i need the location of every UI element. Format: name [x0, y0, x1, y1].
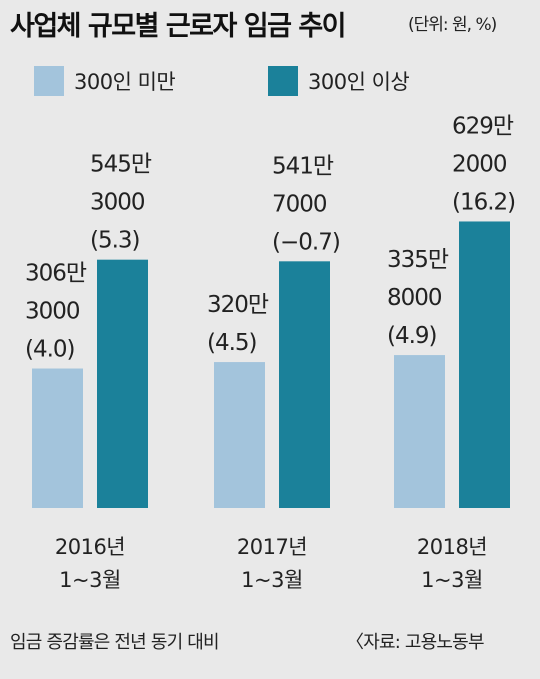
footer-note: 임금 증감률은 전년 동기 대비: [10, 632, 220, 653]
data-label-small-3-3: (4.9): [387, 323, 437, 349]
bar-large-2: [279, 261, 330, 508]
bar-large-3: [459, 221, 510, 509]
bar-large-1: [97, 259, 148, 508]
data-label-large-1-2: 3000: [90, 190, 145, 216]
category-label-1-2: 1~3월: [59, 568, 121, 592]
category-label-3-2: 1~3월: [421, 568, 483, 592]
legend-label-small: 300인 미만: [74, 70, 176, 94]
category-label-2-1: 2017년: [237, 535, 307, 559]
bar-small-1: [32, 368, 83, 508]
data-label-large-2-1: 541만: [272, 153, 334, 179]
data-label-small-2-2: (4.5): [207, 330, 257, 356]
data-label-small-2-1: 320만: [207, 292, 269, 318]
unit-label: (단위: 원, %): [408, 15, 497, 35]
legend-swatch-large: [268, 66, 298, 96]
category-label-3-1: 2018년: [417, 535, 487, 559]
bar-small-2: [214, 362, 265, 508]
data-label-small-1-1: 306만: [25, 261, 87, 287]
category-label-2-2: 1~3월: [241, 568, 303, 592]
data-label-small-3-1: 335만: [387, 247, 449, 273]
data-label-small-1-3: (4.0): [25, 337, 75, 363]
data-label-small-3-2: 8000: [387, 285, 442, 311]
data-label-large-1-1: 545만: [90, 152, 152, 178]
bar-small-3: [394, 355, 445, 508]
legend-item-small: 300인 미만: [34, 66, 176, 96]
data-label-large-1-3: (5.3): [90, 228, 140, 254]
category-label-1-1: 2016년: [55, 535, 125, 559]
data-label-large-3-3: (16.2): [452, 189, 515, 215]
footer-source: 〈자료: 고용노동부: [346, 632, 485, 653]
data-label-large-3-2: 2000: [452, 151, 507, 177]
legend-label-large: 300인 이상: [308, 70, 410, 94]
data-label-small-1-2: 3000: [25, 299, 80, 325]
legend-item-large: 300인 이상: [268, 66, 410, 96]
legend-swatch-small: [34, 66, 64, 96]
data-label-large-2-2: 7000: [272, 191, 327, 217]
chart-title: 사업체 규모별 근로자 임금 추이: [10, 11, 347, 42]
data-label-large-2-3: (−0.7): [272, 229, 340, 255]
data-label-large-3-1: 629만: [452, 113, 514, 139]
